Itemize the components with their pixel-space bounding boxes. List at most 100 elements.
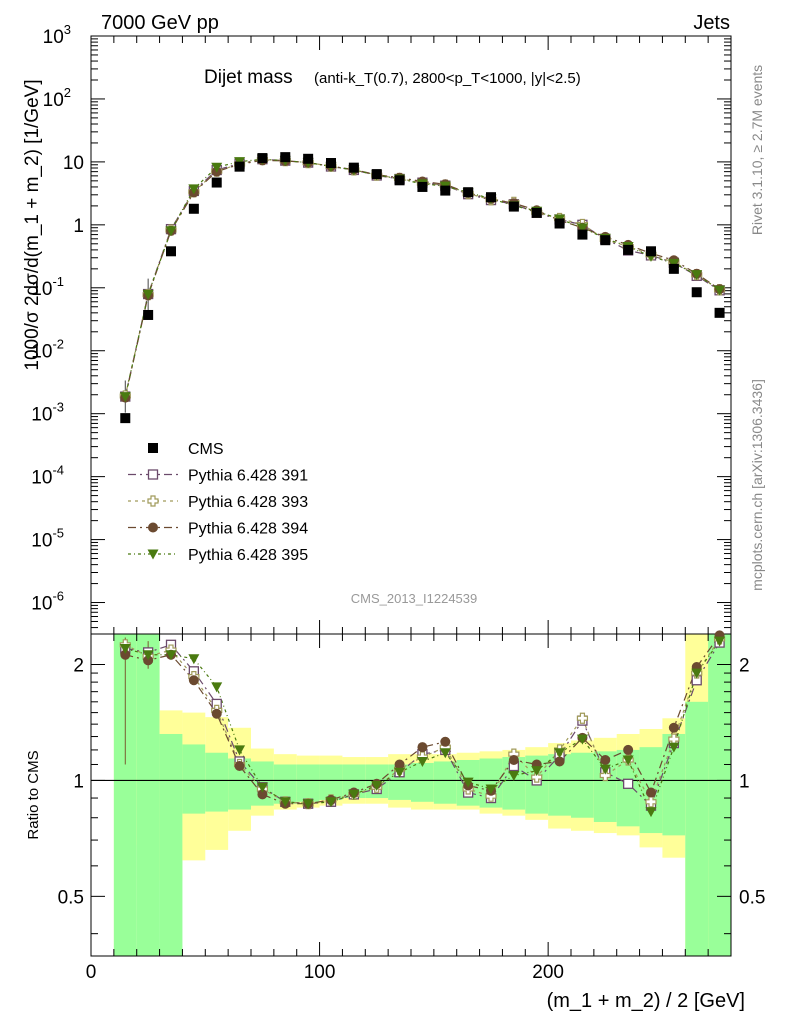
y-tick-label: 103 [43, 22, 71, 48]
mc-point-ratio [325, 797, 337, 808]
legend-label: CMS [188, 441, 224, 458]
mc-point-ratio [646, 787, 656, 798]
mc-point-ratio [142, 650, 154, 661]
mc-point-ratio [531, 766, 543, 777]
green-band-bin [433, 761, 457, 804]
cms-data-point [486, 192, 496, 203]
mc-point-ratio [279, 797, 291, 808]
mc-point-ratio [508, 770, 520, 781]
mc-point-ratio [165, 650, 177, 661]
cms-data-point [234, 161, 245, 172]
cms-data-point [348, 162, 359, 173]
y-tick-label: 102 [43, 85, 71, 111]
y-tick-exponent: 3 [64, 22, 71, 37]
header-left: 7000 GeV pp [101, 12, 219, 34]
analysis-id-label: CMS_2013_I1224539 [351, 591, 478, 606]
mc-point-ratio [645, 796, 657, 808]
mc-point-main [211, 162, 223, 173]
mc-point-ratio [394, 759, 405, 770]
mc-point-ratio [417, 742, 428, 753]
mc-point-main [714, 285, 726, 296]
y-tick-exponent: -3 [52, 400, 64, 415]
mc-point-ratio [394, 767, 406, 778]
mc-point-main [165, 226, 177, 237]
cms-data-point [211, 177, 222, 188]
series-line-main [124, 158, 720, 397]
legend-marker [147, 495, 159, 507]
mc-point-ratio [234, 761, 245, 772]
mc-point-ratio [188, 654, 200, 665]
mc-point-ratio [576, 734, 588, 745]
cms-data-point [143, 309, 154, 320]
x-tick-label: 100 [304, 962, 336, 983]
mc-point-ratio [256, 782, 268, 793]
cms-data-point [691, 287, 702, 298]
cms-data-point [166, 246, 176, 257]
y-tick-label: 1 [73, 216, 84, 237]
mc-point-ratio [416, 756, 428, 767]
mc-point-ratio [622, 755, 634, 766]
mc-point-ratio [485, 784, 497, 795]
ratio-series [119, 630, 726, 818]
green-band-bin [548, 754, 571, 816]
green-band-bin [159, 733, 183, 956]
y-tick-exponent: -2 [52, 337, 64, 352]
x-axis-label: (m_1 + m_2) / 2 [GeV] [547, 990, 745, 1012]
legend-marker [147, 469, 159, 480]
ratio-tick-label-left: 0.5 [58, 887, 84, 908]
mc-point-main [188, 184, 200, 195]
cms-data-point [326, 158, 336, 169]
ratio-y-axis-label: Ratio to CMS [25, 750, 42, 839]
y-axis-label: 1000/σ 2dσ/d(m_1 + m_2) [1/GeV] [22, 79, 43, 370]
legend-label: Pythia 6.428 394 [188, 521, 308, 538]
y-tick-label: 10-3 [31, 400, 64, 426]
green-band-bin [685, 701, 709, 956]
mc-point-ratio [554, 748, 566, 759]
plot-title-detail: (anti-k_T(0.7), 2800<p_T<1000, |y|<2.5) [314, 70, 581, 87]
y-tick-exponent: 2 [64, 85, 71, 100]
mc-point-ratio [576, 712, 589, 724]
main-series [119, 152, 726, 424]
x-tick-label: 0 [86, 962, 97, 983]
mc-point-ratio [188, 675, 199, 686]
cms-data-point [188, 203, 199, 214]
mc-point-ratio [714, 636, 726, 647]
mc-point-main [576, 223, 588, 234]
cms-data-point [508, 201, 519, 212]
green-band-bin [319, 764, 343, 800]
mc-point-ratio [462, 777, 474, 788]
cms-data-point [463, 187, 474, 198]
mc-point-ratio [371, 781, 383, 792]
green-band-bin [136, 634, 160, 956]
legend: CMS Pythia 6.428 391 Pythia 6.428 393 Pythi… [128, 441, 308, 564]
cms-data-point [371, 169, 382, 180]
mc-point-ratio [257, 789, 268, 800]
mc-point-ratio [120, 649, 131, 660]
green-band-bin [182, 744, 206, 814]
ratio-tick-label-left: 2 [73, 655, 84, 676]
legend-label: Pythia 6.428 395 [188, 547, 308, 564]
cms-data-point [257, 153, 268, 164]
y-tick-label: 10 [63, 153, 84, 174]
mc-point-ratio [143, 655, 154, 666]
mc-point-ratio [234, 745, 246, 756]
green-band-bin [113, 634, 137, 956]
mc-point-ratio [691, 668, 703, 679]
mc-point-ratio [668, 722, 679, 733]
mc-point-ratio [211, 682, 223, 693]
mc-point-main [691, 270, 703, 281]
mc-point-main [119, 392, 131, 403]
x-tick-label: 200 [532, 962, 564, 983]
cms-data-point [554, 218, 565, 229]
series-line-main [124, 158, 720, 397]
mc-point-ratio [622, 778, 634, 789]
cms-data-point [417, 181, 428, 192]
green-band-bin [342, 764, 366, 799]
legend-marker [147, 549, 159, 560]
cms-data-point [714, 307, 725, 318]
green-band-bin [502, 757, 526, 810]
cms-data-point [577, 229, 588, 240]
mc-point-ratio [348, 789, 360, 800]
